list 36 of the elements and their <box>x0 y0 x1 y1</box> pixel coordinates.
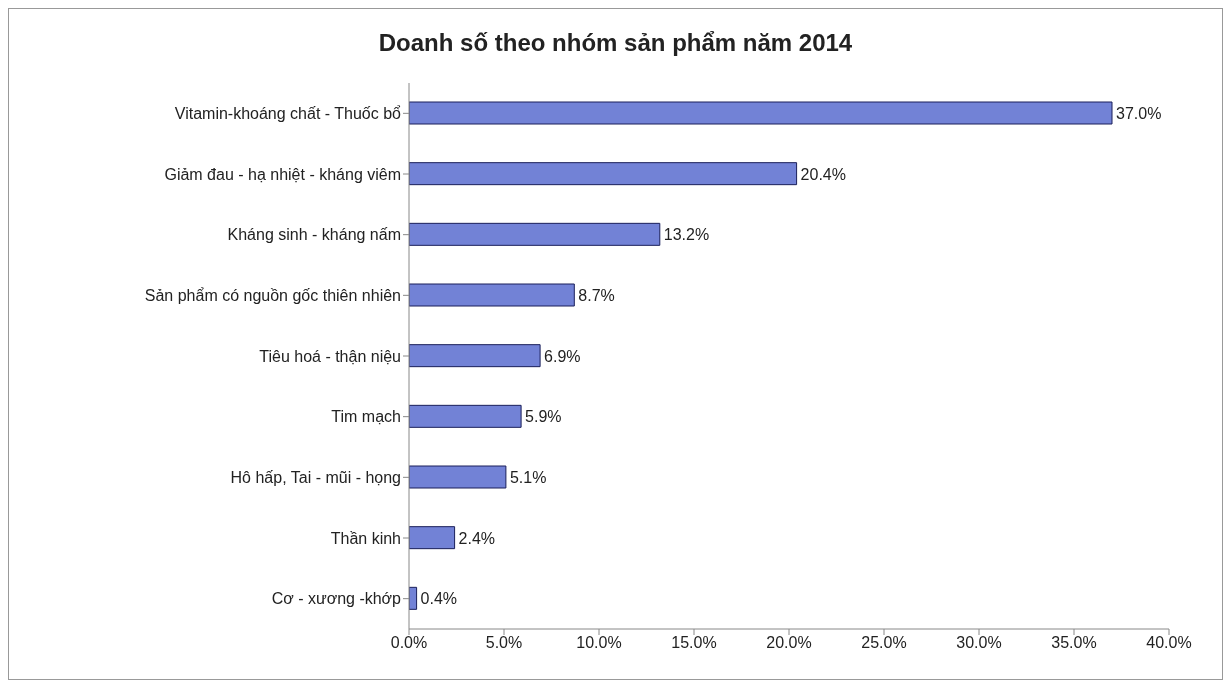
bar <box>409 162 798 186</box>
data-label: 2.4% <box>458 529 496 547</box>
y-tick-label: Hô hấp, Tai - mũi - họng <box>230 469 401 487</box>
data-label: 5.9% <box>525 408 562 426</box>
x-tick-label: 5.0% <box>485 634 523 652</box>
y-tick-label: Tiêu hoá - thận niệu <box>259 347 401 365</box>
bar <box>409 465 507 489</box>
bar <box>409 526 456 550</box>
data-label: 20.4% <box>800 165 846 183</box>
x-tick-label: 10.0% <box>576 634 622 652</box>
y-tick-label: Sản phẩm có nguồn gốc thiên nhiên <box>144 287 401 305</box>
data-label: 0.4% <box>420 590 458 608</box>
bar <box>409 101 1113 125</box>
bar <box>409 283 575 307</box>
x-tick-label: 30.0% <box>956 634 1002 652</box>
y-tick-label: Giảm đau - hạ nhiệt - kháng viêm <box>164 165 401 183</box>
data-label: 37.0% <box>1116 105 1162 122</box>
y-tick-label: Thần kinh <box>330 529 401 547</box>
bar <box>409 222 661 246</box>
y-tick-label: Vitamin-khoáng chất - Thuốc bổ <box>174 105 402 123</box>
x-tick-label: 40.0% <box>1146 634 1192 652</box>
x-tick-label: 15.0% <box>671 634 717 652</box>
x-tick-label: 25.0% <box>861 634 907 652</box>
chart-title: Doanh số theo nhóm sản phẩm năm 2014 <box>377 28 854 58</box>
data-label: 8.7% <box>578 287 615 304</box>
y-tick-label: Kháng sinh - kháng nấm <box>227 226 401 244</box>
data-label: 5.1% <box>509 469 547 486</box>
data-label: 6.9% <box>544 347 581 365</box>
x-tick-label: 20.0% <box>766 634 812 652</box>
x-tick-label: 35.0% <box>1051 634 1097 652</box>
y-tick-label: Tim mạch <box>331 408 401 426</box>
bar <box>409 344 541 368</box>
y-tick-label: Cơ - xương -khớp <box>271 590 402 608</box>
bar <box>409 404 522 428</box>
x-tick-label: 0.0% <box>390 634 428 652</box>
data-label: 13.2% <box>663 226 710 244</box>
